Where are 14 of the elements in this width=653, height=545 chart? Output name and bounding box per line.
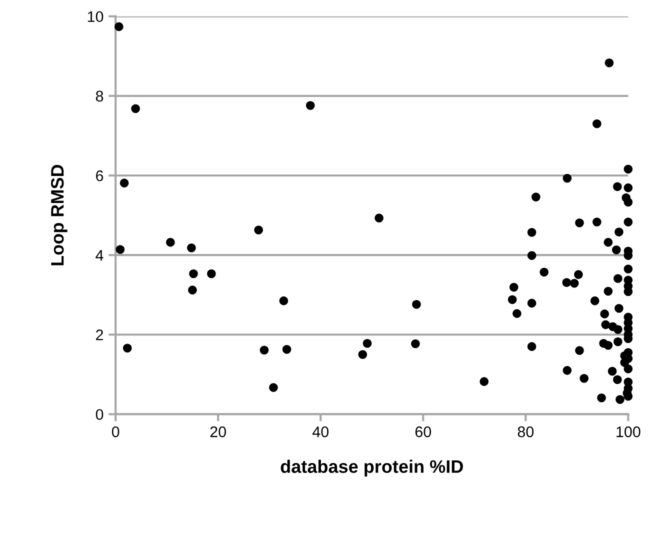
x-tick-label: 100 bbox=[616, 426, 640, 438]
y-tick-label: 10 bbox=[88, 11, 104, 22]
x-axis-title: database protein %ID bbox=[280, 460, 463, 477]
y-tick-label: 6 bbox=[96, 170, 104, 182]
y-tick-label: 0 bbox=[96, 409, 104, 420]
x-tick-label: 0 bbox=[112, 426, 120, 438]
x-tick-label: 60 bbox=[415, 426, 432, 438]
y-tick-label: 8 bbox=[96, 90, 104, 102]
y-tick-label: 4 bbox=[96, 250, 104, 261]
y-tick-label: 2 bbox=[96, 330, 104, 340]
x-tick-label: 80 bbox=[518, 426, 534, 438]
y-axis-title: Loop RMSD bbox=[50, 164, 68, 266]
x-tick-label: 20 bbox=[210, 426, 226, 438]
x-tick-label: 40 bbox=[312, 426, 329, 438]
